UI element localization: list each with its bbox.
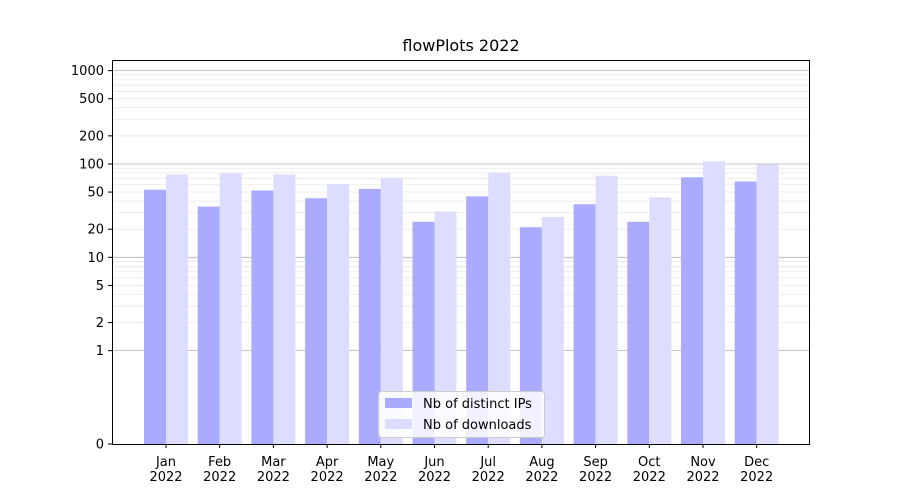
bar-downloads	[595, 175, 618, 444]
y-axis-ticks: 0 1 2 5 10 20 50 100 200 500 1000	[71, 64, 112, 453]
bar-downloads	[488, 172, 511, 445]
y-tick-label: 10	[87, 251, 104, 266]
x-tick-label: Oct 2022	[633, 455, 666, 485]
x-tick-label: Jun 2022	[418, 455, 451, 485]
bar-distinct-ips	[466, 196, 489, 444]
legend: Nb of distinct IPs Nb of downloads	[378, 391, 545, 438]
bar-downloads	[166, 174, 188, 444]
bar-downloads	[756, 164, 779, 445]
x-tick-label: Jul 2022	[472, 455, 505, 485]
bar-downloads	[380, 177, 403, 444]
bar-distinct-ips	[251, 190, 274, 444]
bar-downloads	[273, 174, 296, 444]
bar-distinct-ips	[734, 181, 757, 444]
y-tick-label: 1	[96, 344, 104, 359]
bars	[144, 161, 779, 445]
bar-distinct-ips	[519, 227, 542, 444]
y-tick-label: 50	[87, 186, 104, 201]
y-tick-label: 100	[79, 157, 104, 172]
bar-downloads	[541, 217, 564, 444]
legend-swatch	[385, 398, 412, 408]
chart-title: flowPlots 2022	[402, 36, 519, 55]
y-tick-label: 0	[96, 438, 104, 453]
bar-downloads	[327, 184, 350, 444]
bar-distinct-ips	[627, 221, 650, 444]
x-tick-label: Dec 2022	[740, 455, 773, 485]
bar-downloads	[649, 197, 672, 444]
x-tick-label: Mar 2022	[257, 455, 290, 485]
plot-area-frame	[112, 60, 810, 445]
x-tick-label: May 2022	[364, 455, 397, 485]
bar-downloads	[703, 161, 725, 444]
y-tick-label: 20	[87, 223, 104, 238]
y-tick-label: 2	[96, 316, 104, 331]
bar-distinct-ips	[573, 204, 596, 444]
legend-label: Nb of downloads	[423, 418, 532, 433]
y-tick-label: 1000	[71, 64, 104, 79]
x-tick-label: Sep 2022	[579, 455, 612, 485]
y-tick-label: 5	[96, 279, 104, 294]
x-tick-label: Apr 2022	[311, 455, 344, 485]
x-tick-label: Nov 2022	[686, 455, 719, 485]
bar-distinct-ips	[358, 188, 381, 444]
bar-distinct-ips	[412, 221, 435, 444]
x-axis-ticks: Jan 2022 Feb 2022 Mar 2022 Apr 2022 May 2022 Jun 20…	[149, 444, 773, 485]
bar-downloads	[434, 211, 457, 444]
legend-label: Nb of distinct IPs	[423, 397, 532, 412]
bar-distinct-ips	[144, 189, 166, 444]
y-tick-label: 500	[79, 92, 104, 107]
bar-distinct-ips	[197, 206, 220, 444]
bar-distinct-ips	[681, 177, 703, 444]
x-tick-label: Jan 2022	[149, 455, 182, 485]
legend-box	[378, 391, 545, 438]
bar-distinct-ips	[305, 198, 328, 444]
bar-downloads	[219, 173, 242, 444]
legend-swatch	[385, 419, 412, 429]
x-tick-label: Feb 2022	[203, 455, 236, 485]
x-tick-label: Aug 2022	[525, 455, 558, 485]
y-tick-label: 200	[79, 129, 104, 144]
